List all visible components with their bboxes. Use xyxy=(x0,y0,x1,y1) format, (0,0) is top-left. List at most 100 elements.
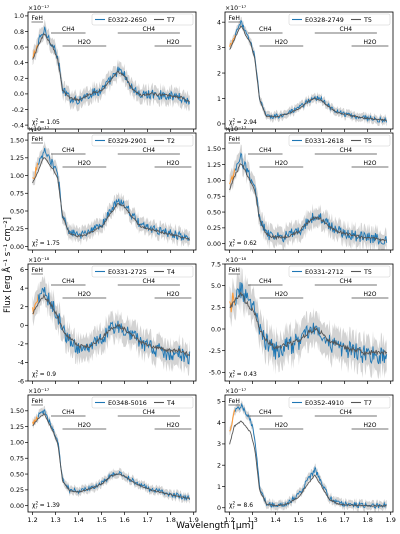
chi2-superscript: 2 xyxy=(232,370,235,375)
y-tick-label: 2.5 xyxy=(211,305,221,312)
x-tick-label: 1.9 xyxy=(386,516,396,524)
feature-label: H2O xyxy=(363,291,376,298)
chi2-symbol: χ xyxy=(32,371,36,378)
y-tick-label: 1.00 xyxy=(10,440,24,447)
y-tick-label: 0.4 xyxy=(14,60,24,67)
legend-template-label: T4 xyxy=(166,399,175,407)
feature-label: H2O xyxy=(166,422,179,429)
legend: E0329-2901 T2 xyxy=(91,134,194,147)
y-tick-label: 2 xyxy=(217,463,221,470)
chi2-subscript: r xyxy=(36,505,38,510)
chi2-label: χ2 r = 1.75 xyxy=(32,239,60,248)
y-tick-label: 4 xyxy=(20,285,24,292)
chi2-label: χ2 r = 1.39 xyxy=(32,501,60,510)
x-tick-label: 1.2 xyxy=(224,516,234,524)
y-tick-label: -4 xyxy=(18,360,24,367)
template-spectrum-line xyxy=(32,292,191,357)
masked-segment xyxy=(32,162,39,179)
feature-label: FeH xyxy=(229,398,240,405)
chi2-symbol: χ xyxy=(32,240,36,247)
chi2-subscript: r xyxy=(36,243,38,248)
y-tick-label: 3 xyxy=(217,441,221,448)
legend-template-label: T2 xyxy=(166,137,175,145)
feature-label: H2O xyxy=(78,291,91,298)
panel-plot-area xyxy=(32,141,191,248)
chi2-value: = 2.94 xyxy=(235,119,257,126)
feature-label: CH4 xyxy=(143,147,156,154)
y-tick-label: 6 xyxy=(20,267,24,274)
feature-label: CH4 xyxy=(259,278,272,285)
legend-object-label: E0352-4910 xyxy=(305,399,344,407)
feature-label: CH4 xyxy=(143,409,156,416)
x-tick-label: 1.6 xyxy=(316,516,326,524)
feature-label: H2O xyxy=(275,39,288,46)
y-tick-label: 0.6 xyxy=(14,44,24,51)
panel-plot-area xyxy=(229,16,388,127)
legend-box xyxy=(288,134,391,147)
feature-label: H2O xyxy=(363,39,376,46)
feature-label: CH4 xyxy=(340,409,353,416)
chi2-subscript: r xyxy=(233,374,235,379)
chi2-superscript: 2 xyxy=(232,501,235,506)
y-tick-label: 1.25 xyxy=(10,155,24,162)
feature-label: CH4 xyxy=(259,147,272,154)
panel-plot-area xyxy=(229,144,388,250)
legend: E0331-2725 T4 xyxy=(91,265,194,278)
y-tick-label: 0 xyxy=(20,323,24,330)
uncertainty-band xyxy=(229,16,387,127)
chi2-subscript: r xyxy=(233,243,235,248)
template-spectrum-line xyxy=(32,33,190,103)
legend-box xyxy=(288,396,391,409)
legend-object-label: E0329-2901 xyxy=(108,137,147,145)
y-tick-label: 1 xyxy=(217,96,221,103)
x-tick-label: 1.4 xyxy=(270,516,280,524)
legend-box xyxy=(91,265,194,278)
chi2-superscript: 2 xyxy=(35,501,38,506)
x-tick-label: 1.8 xyxy=(363,516,373,524)
chi2-value: = 1.39 xyxy=(38,502,60,509)
panel-frame xyxy=(27,132,197,251)
panel-frame xyxy=(224,132,394,251)
y-tick-label: 1.50 xyxy=(10,137,24,144)
chi2-label: χ2 r = 1.05 xyxy=(32,118,60,127)
chi2-subscript: r xyxy=(36,374,38,379)
panel-frame xyxy=(27,11,197,130)
y-tick-label: 4 xyxy=(217,19,221,26)
panel-plot-area xyxy=(32,19,191,112)
legend: E0322-2650 T7 xyxy=(91,13,194,26)
legend-template-label: T5 xyxy=(363,16,372,24)
chi2-symbol: χ xyxy=(32,119,36,126)
x-tick-label: 1.8 xyxy=(166,516,176,524)
axis-offset-label: ×10⁻¹⁷ xyxy=(28,5,50,12)
y-tick-label: 0.2 xyxy=(14,76,24,83)
y-tick-label: 3 xyxy=(217,45,221,52)
y-tick-label: 0.25 xyxy=(10,226,24,233)
x-tick-label: 1.3 xyxy=(247,516,257,524)
chi2-superscript: 2 xyxy=(35,239,38,244)
chi2-value: = 0.9 xyxy=(38,371,57,378)
panel-plot-area xyxy=(32,405,191,504)
legend-template-label: T7 xyxy=(363,399,372,407)
y-tick-label: 0.00 xyxy=(10,503,24,510)
chi2-subscript: r xyxy=(233,505,235,510)
chi2-value: = 8.6 xyxy=(235,502,254,509)
legend-object-label: E0328-2749 xyxy=(305,16,344,24)
feature-label: FeH xyxy=(229,267,240,274)
axis-offset-label: ×10⁻¹⁷ xyxy=(28,388,50,395)
feature-label: H2O xyxy=(363,422,376,429)
y-tick-label: 1.25 xyxy=(207,162,221,169)
y-tick-label: 2 xyxy=(217,70,221,77)
spectrum-panel: -0.4 -0.2 0.0 0.2 0.4 0.6 0.8 1.0 ×10⁻¹⁷ FeH CH4 CH… xyxy=(12,5,197,132)
y-tick-label: 0.75 xyxy=(10,191,24,198)
y-tick-label: 0.50 xyxy=(10,208,24,215)
y-tick-label: 0.75 xyxy=(10,456,24,463)
y-tick-label: 5.0 xyxy=(211,283,221,290)
chi2-symbol: χ xyxy=(229,502,233,509)
y-tick-label: 0.8 xyxy=(14,29,24,36)
spectrum-panel: 0.00 0.25 0.50 0.75 1.00 1.25 1.50 ×10⁻¹⁷ FeH CH4… xyxy=(10,126,197,253)
legend-object-label: E0331-2618 xyxy=(305,137,344,145)
panel-plot-area xyxy=(32,275,191,376)
feature-label: CH4 xyxy=(143,278,156,285)
